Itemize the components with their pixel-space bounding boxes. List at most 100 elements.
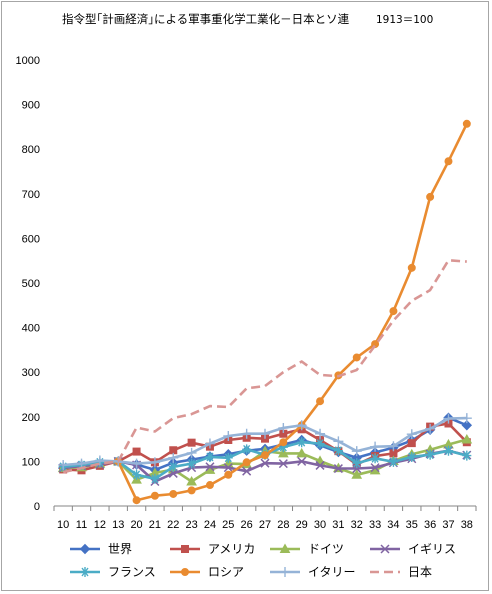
data-point (461, 420, 473, 431)
y-tick-label: 500 (22, 278, 40, 290)
x-tick-label: 26 (241, 519, 253, 531)
data-point (407, 439, 416, 448)
data-point (407, 263, 416, 272)
data-point (260, 428, 270, 439)
data-point (223, 463, 233, 473)
data-point (224, 470, 233, 479)
legend-marker (79, 543, 91, 555)
data-point (186, 475, 197, 486)
data-point (278, 442, 288, 453)
data-point (444, 157, 453, 166)
data-point (150, 491, 159, 500)
data-point (131, 458, 142, 469)
data-point (406, 429, 417, 440)
y-tick-label: 800 (22, 144, 40, 156)
data-point (425, 423, 436, 434)
data-point (388, 456, 398, 467)
data-point (223, 452, 233, 463)
data-point (241, 428, 252, 439)
data-point (443, 413, 454, 424)
chart-subtitle: 1913＝100 (376, 14, 433, 26)
series-6 (58, 413, 472, 470)
x-tick-label: 33 (369, 519, 381, 531)
data-point (169, 446, 178, 455)
legend-marker (380, 544, 390, 554)
x-tick-label: 24 (204, 519, 216, 531)
chart-title: 指令型｢計画経済｣による軍事重化学工業化－日本とソ連 (62, 12, 350, 26)
data-point (242, 458, 251, 467)
data-point (352, 458, 362, 469)
legend-marker (181, 568, 189, 576)
legend-label: ロシア (208, 565, 244, 579)
data-point (187, 458, 197, 469)
data-point (132, 447, 141, 456)
x-tick-label: 21 (149, 519, 161, 531)
x-tick-label: 32 (351, 519, 363, 531)
data-point (279, 438, 288, 447)
data-point (58, 459, 69, 470)
x-tick-label: 27 (259, 519, 271, 531)
x-tick-label: 35 (406, 519, 418, 531)
data-point (407, 451, 417, 462)
data-point (315, 460, 325, 470)
data-point (223, 430, 234, 441)
data-point (204, 438, 215, 449)
data-point (370, 453, 380, 464)
x-tick-label: 10 (57, 519, 69, 531)
data-point (443, 445, 453, 456)
legend-label: アメリカ (208, 542, 255, 556)
data-point (205, 451, 215, 462)
data-point (315, 438, 325, 449)
x-tick-label: 12 (94, 519, 106, 531)
data-point (296, 447, 308, 458)
data-point (461, 434, 473, 444)
data-point (351, 469, 363, 479)
data-point (187, 438, 196, 447)
legend-item: アメリカ (170, 542, 255, 556)
data-point (132, 469, 142, 480)
y-tick-label: 900 (22, 100, 40, 112)
data-point (333, 464, 343, 474)
data-point (389, 307, 398, 316)
legend-marker (279, 543, 291, 553)
y-tick-label: 200 (22, 412, 40, 424)
legend-label: 世界 (108, 542, 132, 556)
legend-marker (181, 545, 189, 553)
y-tick-label: 400 (22, 323, 40, 335)
data-point (132, 496, 141, 505)
data-point (261, 451, 269, 460)
data-point (370, 441, 381, 452)
data-point (150, 473, 160, 484)
x-tick-label: 25 (222, 519, 234, 531)
legend-item: ドイツ (270, 542, 344, 556)
legend-label: イタリー (308, 565, 356, 579)
data-point (242, 444, 252, 455)
data-point (370, 463, 380, 473)
y-tick-label: 700 (22, 189, 40, 201)
data-point (426, 192, 435, 201)
x-tick-label: 38 (461, 519, 473, 531)
data-point (277, 447, 289, 458)
data-point (462, 450, 472, 461)
data-point (260, 458, 270, 468)
data-point (352, 353, 361, 362)
series-7 (62, 259, 467, 474)
legend-label: ドイツ (308, 542, 344, 556)
data-point (461, 413, 472, 424)
y-tick-label: 0 (34, 501, 40, 513)
legend-item: イギリス (370, 542, 456, 556)
legend-marker (80, 567, 90, 577)
data-point (168, 461, 178, 472)
series-5 (114, 119, 471, 505)
series-layer (57, 119, 473, 505)
data-point (278, 422, 289, 433)
x-tick-label: 13 (112, 519, 124, 531)
data-point (296, 420, 307, 431)
legend-item: ロシア (170, 565, 244, 579)
legend-label: 日本 (408, 565, 432, 579)
x-tick-label: 20 (130, 519, 142, 531)
series-line (62, 259, 467, 474)
data-point (315, 428, 326, 439)
data-point (462, 119, 471, 128)
